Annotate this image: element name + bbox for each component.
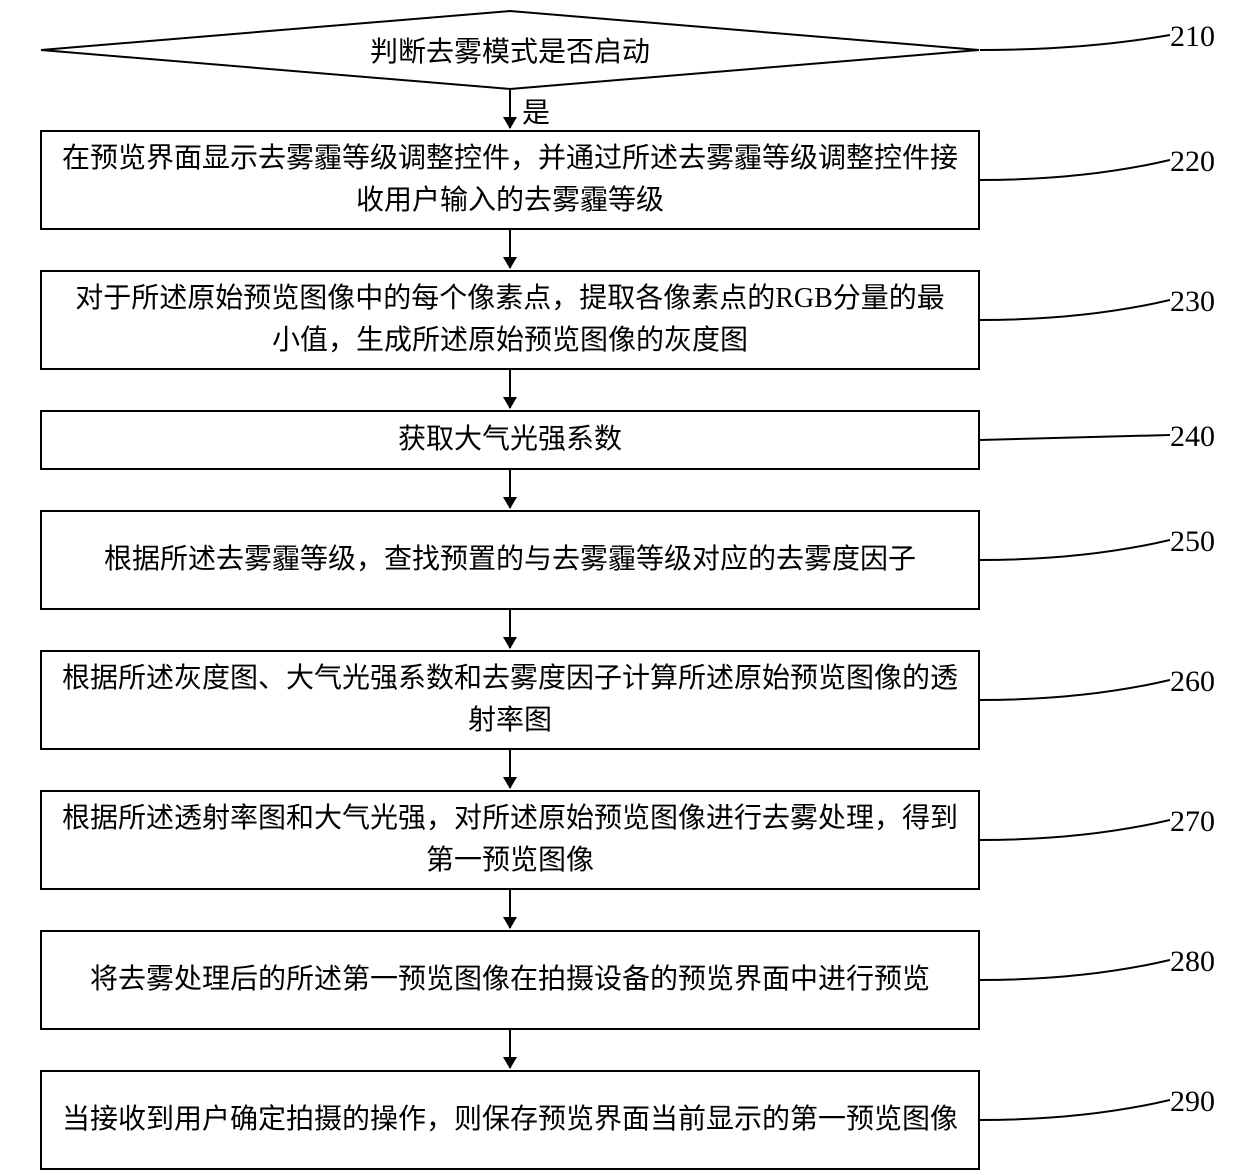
leader-line bbox=[980, 955, 1170, 985]
node-text: 获取大气光强系数 bbox=[398, 419, 622, 461]
flowchart-process-n240: 获取大气光强系数 bbox=[40, 410, 980, 470]
step-number-label: 230 bbox=[1170, 285, 1215, 319]
leader-line bbox=[980, 1095, 1170, 1125]
leader-line bbox=[980, 295, 1170, 325]
step-number-label: 290 bbox=[1170, 1085, 1215, 1119]
flowchart-arrow bbox=[509, 610, 511, 648]
leader-line bbox=[980, 675, 1170, 705]
node-text: 在预览界面显示去雾霾等级调整控件，并通过所述去雾霾等级调整控件接收用户输入的去雾… bbox=[62, 138, 958, 222]
leader-line bbox=[980, 535, 1170, 565]
edge-label: 是 bbox=[522, 91, 550, 131]
step-number-label: 240 bbox=[1170, 420, 1215, 454]
node-text: 当接收到用户确定拍摄的操作，则保存预览界面当前显示的第一预览图像 bbox=[62, 1099, 958, 1141]
flowchart-process-n220: 在预览界面显示去雾霾等级调整控件，并通过所述去雾霾等级调整控件接收用户输入的去雾… bbox=[40, 130, 980, 230]
flowchart-process-n270: 根据所述透射率图和大气光强，对所述原始预览图像进行去雾处理，得到第一预览图像 bbox=[40, 790, 980, 890]
node-text: 对于所述原始预览图像中的每个像素点，提取各像素点的RGB分量的最小值，生成所述原… bbox=[62, 278, 958, 362]
step-number-label: 270 bbox=[1170, 805, 1215, 839]
step-number-label: 260 bbox=[1170, 665, 1215, 699]
node-text: 根据所述灰度图、大气光强系数和去雾度因子计算所述原始预览图像的透射率图 bbox=[62, 658, 958, 742]
flowchart-arrow bbox=[509, 1030, 511, 1068]
node-text: 根据所述去雾霾等级，查找预置的与去雾霾等级对应的去雾度因子 bbox=[104, 539, 916, 581]
flowchart-process-n280: 将去雾处理后的所述第一预览图像在拍摄设备的预览界面中进行预览 bbox=[40, 930, 980, 1030]
leader-line bbox=[980, 815, 1170, 845]
flowchart-arrow bbox=[509, 470, 511, 508]
leader-line bbox=[980, 430, 1170, 445]
flowchart-process-n230: 对于所述原始预览图像中的每个像素点，提取各像素点的RGB分量的最小值，生成所述原… bbox=[40, 270, 980, 370]
node-text: 将去雾处理后的所述第一预览图像在拍摄设备的预览界面中进行预览 bbox=[90, 959, 930, 1001]
step-number-label: 210 bbox=[1170, 20, 1215, 54]
flowchart-arrow bbox=[509, 90, 511, 128]
flowchart-process-n250: 根据所述去雾霾等级，查找预置的与去雾霾等级对应的去雾度因子 bbox=[40, 510, 980, 610]
leader-line bbox=[980, 30, 1170, 55]
step-number-label: 220 bbox=[1170, 145, 1215, 179]
flowchart-process-n290: 当接收到用户确定拍摄的操作，则保存预览界面当前显示的第一预览图像 bbox=[40, 1070, 980, 1170]
flowchart-arrow bbox=[509, 750, 511, 788]
flowchart-process-n260: 根据所述灰度图、大气光强系数和去雾度因子计算所述原始预览图像的透射率图 bbox=[40, 650, 980, 750]
flowchart-decision-n210: 判断去雾模式是否启动 bbox=[40, 10, 980, 90]
flowchart-arrow bbox=[509, 230, 511, 268]
node-text: 根据所述透射率图和大气光强，对所述原始预览图像进行去雾处理，得到第一预览图像 bbox=[62, 798, 958, 882]
leader-line bbox=[980, 155, 1170, 185]
flowchart-arrow bbox=[509, 890, 511, 928]
diamond-shape bbox=[40, 10, 980, 90]
step-number-label: 250 bbox=[1170, 525, 1215, 559]
flowchart-arrow bbox=[509, 370, 511, 408]
step-number-label: 280 bbox=[1170, 945, 1215, 979]
flowchart-canvas: 判断去雾模式是否启动在预览界面显示去雾霾等级调整控件，并通过所述去雾霾等级调整控… bbox=[0, 0, 1240, 1175]
